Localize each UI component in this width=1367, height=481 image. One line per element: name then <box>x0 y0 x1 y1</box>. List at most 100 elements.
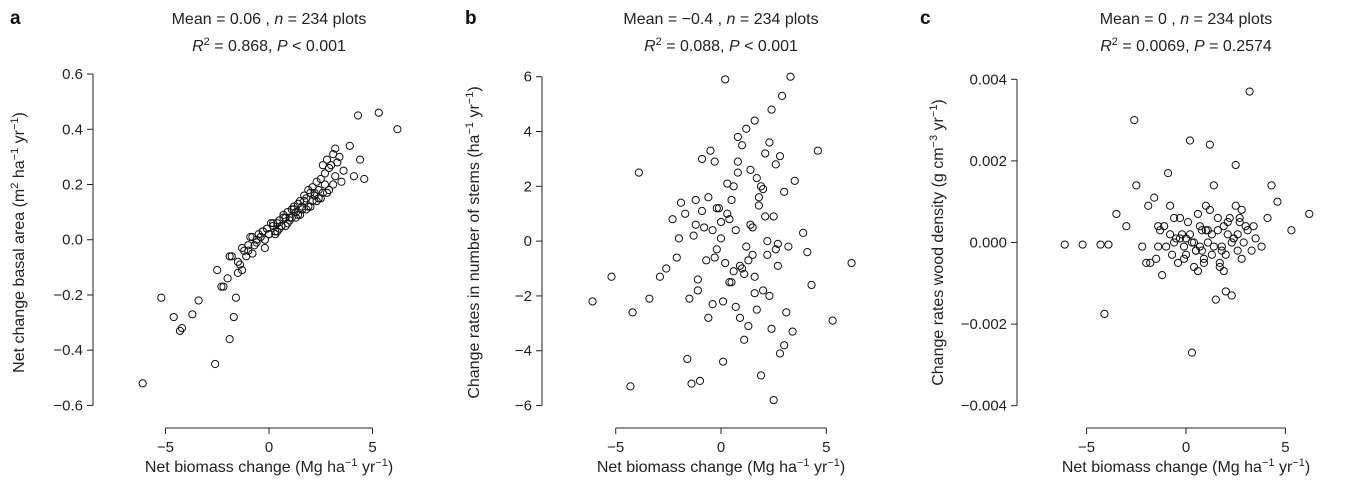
data-point <box>1207 250 1216 259</box>
data-point <box>759 184 768 194</box>
data-point <box>1175 234 1185 243</box>
data-point <box>240 246 249 255</box>
y-tick-label: 0.6 <box>62 66 83 83</box>
data-point <box>320 169 330 178</box>
data-point <box>761 149 770 158</box>
data-points <box>138 108 402 388</box>
data-point <box>1197 226 1207 235</box>
data-point <box>316 174 325 184</box>
data-point <box>1112 209 1121 219</box>
data-point <box>1213 226 1222 235</box>
data-point <box>1189 262 1199 272</box>
data-point <box>1245 87 1254 96</box>
y-tick-label: 0.002 <box>969 153 1007 170</box>
data-point <box>700 223 709 232</box>
data-point <box>225 252 234 261</box>
data-point <box>1171 234 1181 243</box>
y-tick-label: 0.000 <box>969 235 1007 252</box>
data-point <box>780 187 789 196</box>
data-point <box>252 238 261 247</box>
x-tick-label: 0 <box>1182 439 1190 456</box>
data-point <box>1205 140 1214 149</box>
data-point <box>1237 205 1246 214</box>
data-point <box>803 247 812 257</box>
data-point <box>1165 201 1175 210</box>
data-point <box>1197 246 1207 255</box>
data-point <box>628 308 637 317</box>
chart-title-line1: Mean = 0 , n = 234 plots <box>1100 11 1273 28</box>
data-point <box>691 195 700 205</box>
data-point <box>248 249 257 258</box>
data-point <box>227 252 236 261</box>
data-point <box>706 146 715 155</box>
chart-title-line2: R2 = 0.088, P < 0.001 <box>644 36 798 55</box>
data-point <box>799 228 808 238</box>
y-tick-label: −0.004 <box>961 398 1007 415</box>
data-point <box>1142 258 1151 267</box>
scatter-chart-a: a Mean = 0.06 , n = 234 plots R2 = 0.868, … <box>9 8 402 476</box>
data-point <box>1305 209 1314 219</box>
data-point <box>1191 246 1201 255</box>
data-point <box>312 196 321 206</box>
chart-title-line1: Mean = −0.4 , n = 234 plots <box>623 11 818 28</box>
data-point <box>329 180 338 189</box>
y-tick-label: 6 <box>524 69 532 86</box>
data-point <box>782 308 791 317</box>
data-point <box>298 205 307 214</box>
data-point <box>1207 230 1216 239</box>
data-point <box>1209 181 1218 190</box>
x-tick-label: 5 <box>822 439 830 456</box>
data-point <box>756 371 766 380</box>
data-point <box>260 243 269 253</box>
data-point <box>306 188 315 197</box>
data-point <box>695 376 705 385</box>
data-point <box>308 196 317 206</box>
y-tick-label: 4 <box>524 124 532 141</box>
data-point <box>727 278 736 287</box>
data-point <box>314 185 323 195</box>
x-tick-label: −5 <box>157 439 174 456</box>
data-point <box>607 272 616 281</box>
panel-letter: c <box>920 8 931 29</box>
x-tick-label: −5 <box>1078 439 1095 456</box>
x-axis-label: Net biomass change (Mg ha−1 yr−1) <box>145 457 393 476</box>
data-point <box>710 253 719 262</box>
data-point <box>1164 169 1173 178</box>
data-point <box>683 354 692 364</box>
data-point <box>773 261 782 270</box>
data-point <box>1078 240 1087 249</box>
data-point <box>157 293 166 302</box>
data-point <box>252 235 261 244</box>
data-point <box>634 168 643 177</box>
data-point <box>1221 287 1230 296</box>
data-point <box>291 213 301 222</box>
panel-c: c Mean = 0 , n = 234 plots R2 = 0.0069, P … <box>910 0 1365 481</box>
data-point <box>813 146 822 155</box>
data-point <box>289 202 298 211</box>
data-point <box>1177 230 1187 239</box>
data-point <box>733 168 742 177</box>
data-point <box>1165 230 1175 239</box>
data-point <box>748 250 757 259</box>
data-point <box>233 268 243 277</box>
data-point <box>708 226 717 235</box>
data-point <box>229 312 238 322</box>
data-point <box>1154 242 1163 251</box>
data-point <box>655 272 665 281</box>
data-point <box>298 202 307 211</box>
data-point <box>767 105 776 114</box>
data-point <box>1203 226 1212 235</box>
data-point <box>716 217 726 227</box>
data-point <box>211 359 220 369</box>
panel-a: a Mean = 0.06 , n = 234 plots R2 = 0.868, … <box>0 0 455 481</box>
data-point <box>727 195 736 205</box>
data-point <box>335 152 344 161</box>
data-point <box>719 357 728 366</box>
data-point <box>668 215 677 224</box>
data-point <box>1104 240 1113 249</box>
x-tick-label: 0 <box>717 439 725 456</box>
data-point <box>1130 116 1139 125</box>
data-point <box>1223 218 1232 227</box>
data-point <box>1158 271 1167 280</box>
data-point <box>1213 213 1222 223</box>
